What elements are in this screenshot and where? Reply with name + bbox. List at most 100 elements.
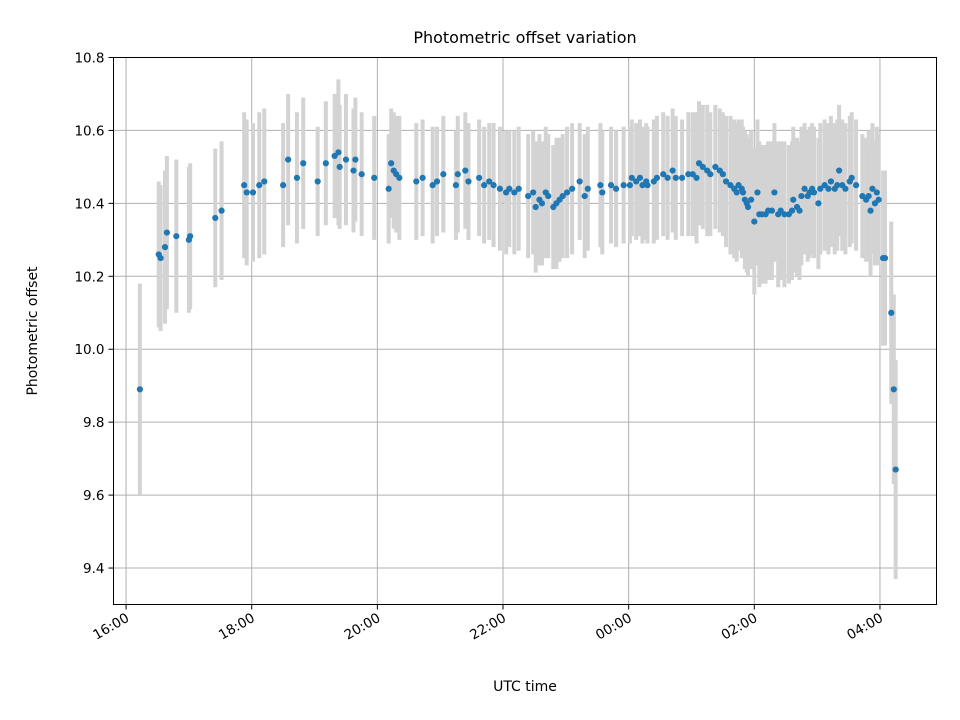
- data-point: [873, 189, 880, 196]
- data-point: [515, 185, 522, 192]
- data-point: [888, 309, 895, 316]
- data-point: [693, 174, 700, 181]
- data-point: [440, 171, 447, 178]
- data-point: [569, 185, 576, 192]
- data-point: [212, 214, 219, 222]
- data-point: [748, 196, 755, 203]
- data-point: [342, 156, 350, 163]
- data-point: [815, 200, 822, 207]
- y-tick-label: 10.2: [74, 269, 104, 285]
- data-point: [388, 160, 395, 167]
- y-axis-ticks: 9.4 9.6 9.8 10.0 10.2 10.4 10.6 10.8: [74, 51, 114, 577]
- x-tick-label: 00:00: [593, 610, 635, 643]
- data-point: [413, 178, 420, 185]
- data-point: [699, 163, 706, 170]
- data-point: [597, 182, 604, 189]
- data-point: [452, 182, 459, 189]
- y-tick-label: 9.4: [83, 561, 104, 577]
- data-point: [881, 254, 889, 262]
- data-point: [817, 185, 824, 192]
- data-point: [664, 174, 671, 181]
- data-point: [733, 189, 740, 196]
- data-point: [490, 182, 497, 189]
- data-point: [465, 178, 472, 185]
- data-point: [496, 185, 503, 192]
- y-tick-label: 9.8: [83, 415, 104, 431]
- data-point: [486, 178, 493, 185]
- data-point: [719, 171, 726, 178]
- data-point: [173, 233, 180, 240]
- data-point: [865, 192, 872, 200]
- data-point: [352, 156, 359, 163]
- data-point: [620, 182, 627, 189]
- data-point: [852, 182, 860, 189]
- data-point: [875, 196, 882, 203]
- data-point: [249, 189, 257, 196]
- data-point: [314, 178, 321, 185]
- x-axis-label: UTC time: [493, 679, 557, 695]
- data-point: [532, 203, 539, 211]
- data-point: [136, 386, 143, 393]
- data-point: [848, 174, 855, 181]
- data-point: [454, 171, 461, 178]
- data-point: [790, 196, 797, 203]
- y-tick-label: 10.4: [74, 196, 104, 212]
- data-point: [293, 174, 301, 181]
- y-tick-label: 9.6: [83, 488, 104, 504]
- y-tick-label: 10.0: [74, 342, 104, 358]
- data-point: [771, 189, 778, 196]
- data-point: [525, 192, 532, 200]
- data-point: [285, 156, 292, 163]
- data-point: [243, 189, 250, 196]
- data-point: [506, 185, 513, 192]
- data-point: [599, 189, 606, 196]
- data-point: [187, 233, 194, 240]
- data-point: [419, 174, 426, 181]
- data-point: [660, 171, 667, 178]
- data-point: [781, 211, 788, 218]
- data-point: [576, 178, 583, 185]
- data-point: [636, 174, 644, 181]
- x-tick-label: 04:00: [844, 610, 886, 643]
- data-point: [626, 182, 634, 189]
- data-point: [396, 174, 403, 181]
- data-point: [581, 192, 588, 200]
- data-point: [385, 185, 392, 192]
- x-tick-label: 16:00: [90, 610, 132, 643]
- data-point: [890, 386, 897, 393]
- x-tick-label: 22:00: [467, 610, 509, 643]
- data-point: [607, 182, 615, 189]
- data-point: [754, 189, 761, 196]
- data-point: [867, 207, 874, 214]
- data-point: [563, 189, 571, 196]
- data-point: [241, 182, 248, 189]
- data-point: [371, 174, 378, 181]
- data-point: [256, 182, 263, 189]
- data-point: [810, 189, 818, 196]
- data-point: [336, 163, 343, 170]
- data-point: [511, 189, 518, 196]
- x-tick-label: 18:00: [216, 610, 258, 643]
- data-point: [712, 163, 719, 170]
- data-point: [429, 182, 436, 189]
- data-point: [261, 178, 268, 185]
- data-point: [462, 167, 469, 174]
- x-tick-label: 02:00: [719, 610, 761, 643]
- error-bars: [137, 79, 898, 579]
- data-point: [335, 149, 342, 156]
- data-point: [669, 167, 676, 174]
- data-point: [836, 167, 843, 174]
- data-point: [322, 160, 329, 167]
- data-point: [350, 167, 357, 174]
- data-point: [825, 185, 832, 192]
- data-point: [163, 229, 171, 236]
- data-point: [801, 185, 808, 192]
- x-axis-ticks: 16:00 18:00 20:00 22:00 00:00 02:00 04:00: [90, 604, 886, 643]
- data-point: [628, 174, 635, 181]
- data-point: [834, 182, 841, 189]
- data-point: [584, 185, 591, 192]
- y-axis-label: Photometric offset: [25, 266, 41, 396]
- data-point: [300, 160, 307, 167]
- data-point: [612, 185, 620, 192]
